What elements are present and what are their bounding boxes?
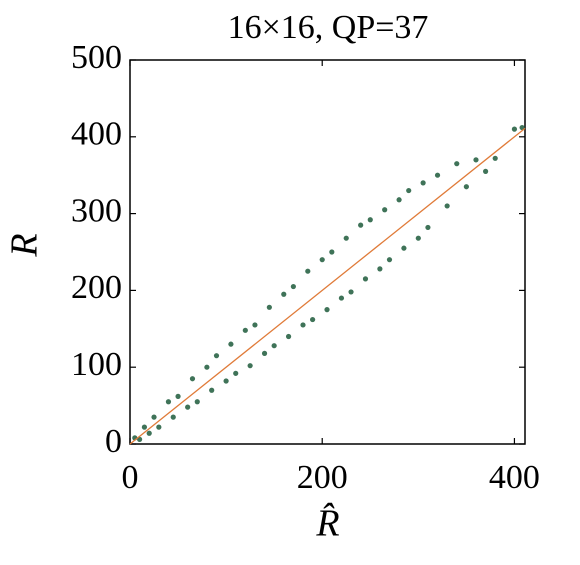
scatter-point <box>310 316 316 323</box>
scatter-point <box>382 207 388 213</box>
scatter-point <box>165 399 172 405</box>
scatter-point <box>434 172 441 178</box>
scatter-point <box>329 249 335 255</box>
scatter-point <box>415 235 421 241</box>
scatter-point <box>285 333 292 340</box>
scatter-point <box>367 217 373 223</box>
scatter-point <box>185 404 191 410</box>
scatter-point <box>362 276 369 282</box>
x-axis-label: R̂ <box>315 503 339 545</box>
scatter-point <box>319 257 325 263</box>
y-tick-label: 400 <box>71 116 122 153</box>
scatter-point <box>482 168 489 174</box>
scatter-point <box>473 157 479 163</box>
scatter-point <box>146 430 152 436</box>
scatter-point <box>189 376 196 382</box>
scatter-point <box>223 378 229 384</box>
scatter-point <box>290 283 296 290</box>
reference-line <box>129 127 526 445</box>
scatter-point <box>348 289 354 295</box>
scatter-point <box>170 414 176 420</box>
scatter-point <box>209 387 215 393</box>
scatter-point <box>266 304 272 310</box>
scatter-point <box>252 322 258 328</box>
scatter-point <box>305 268 311 274</box>
scatter-point <box>213 353 220 359</box>
scatter-point <box>377 266 383 272</box>
scatter-point <box>396 197 402 203</box>
scatter-point <box>425 224 431 231</box>
scatter-point <box>194 399 200 405</box>
scatter-point <box>247 363 253 369</box>
scatter-point <box>511 126 518 132</box>
y-tick-label: 0 <box>105 423 122 460</box>
scatter-point <box>242 327 248 333</box>
scatter-point <box>228 341 234 347</box>
scatter-point <box>406 187 412 194</box>
scatter-point <box>324 307 330 313</box>
scatter-point <box>156 424 162 430</box>
y-axis-label: R <box>4 233 46 257</box>
scatter-point <box>420 180 426 186</box>
chart-title: 16×16, QP=37 <box>228 9 429 46</box>
scatter-point <box>175 393 181 399</box>
scatter-point <box>204 364 210 370</box>
scatter-point <box>271 343 277 349</box>
x-tick-label: 200 <box>297 459 348 496</box>
scatter-point <box>338 295 345 301</box>
scatter-point <box>492 155 498 161</box>
y-tick-label: 100 <box>71 346 122 383</box>
x-tick-label: 0 <box>122 459 139 496</box>
y-tick-label: 500 <box>71 39 122 76</box>
x-tick-label: 400 <box>489 459 540 496</box>
scatter-point <box>281 291 287 297</box>
scatter-point <box>233 370 239 376</box>
scatter-point <box>358 222 364 228</box>
scatter-point <box>444 203 450 209</box>
plot-frame <box>129 59 526 445</box>
scatter-point <box>151 414 157 420</box>
scatter-point <box>401 245 407 251</box>
scatter-point <box>261 350 268 356</box>
scatter-point <box>463 184 469 190</box>
scatter-point <box>300 322 306 328</box>
scatter-point <box>141 424 148 430</box>
scatter-point <box>454 161 460 167</box>
y-tick-label: 200 <box>71 269 122 306</box>
scatter-point <box>386 257 393 263</box>
y-tick-label: 300 <box>71 192 122 229</box>
scatter-point <box>343 235 349 241</box>
